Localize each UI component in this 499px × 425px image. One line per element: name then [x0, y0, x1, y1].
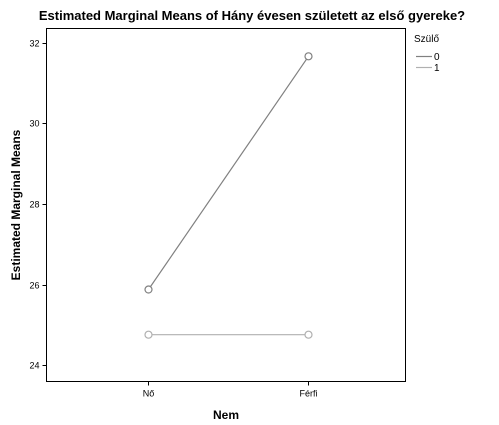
x-tick-label: Nő: [143, 389, 155, 399]
y-tick-label: 24: [29, 361, 39, 371]
data-point-0-0: [144, 285, 153, 294]
legend-title: Szülő: [414, 34, 439, 45]
data-point-1-0: [144, 330, 153, 339]
x-axis-title: Nem: [213, 408, 239, 422]
data-point-0-1: [304, 52, 313, 61]
legend: Szülő 01: [414, 34, 440, 74]
x-tick-label: Férfi: [300, 389, 318, 399]
y-tick-label: 30: [29, 119, 39, 129]
y-tick-label: 28: [29, 200, 39, 210]
y-tick-label: 26: [29, 281, 39, 291]
x-axis: Nő Férfi: [143, 381, 318, 399]
legend-label-1: 1: [434, 63, 440, 74]
chart-title: Estimated Marginal Means of Hány évesen …: [39, 8, 465, 23]
series-layer: [144, 52, 313, 339]
legend-label-0: 0: [434, 52, 440, 63]
series-line-0: [148, 55, 309, 290]
y-axis-title: Estimated Marginal Means: [9, 129, 23, 280]
data-point-1-1: [304, 330, 313, 339]
y-axis: 24 26 28 30 32: [29, 39, 47, 371]
plot-area: [46, 28, 406, 382]
y-tick-label: 32: [29, 39, 39, 49]
